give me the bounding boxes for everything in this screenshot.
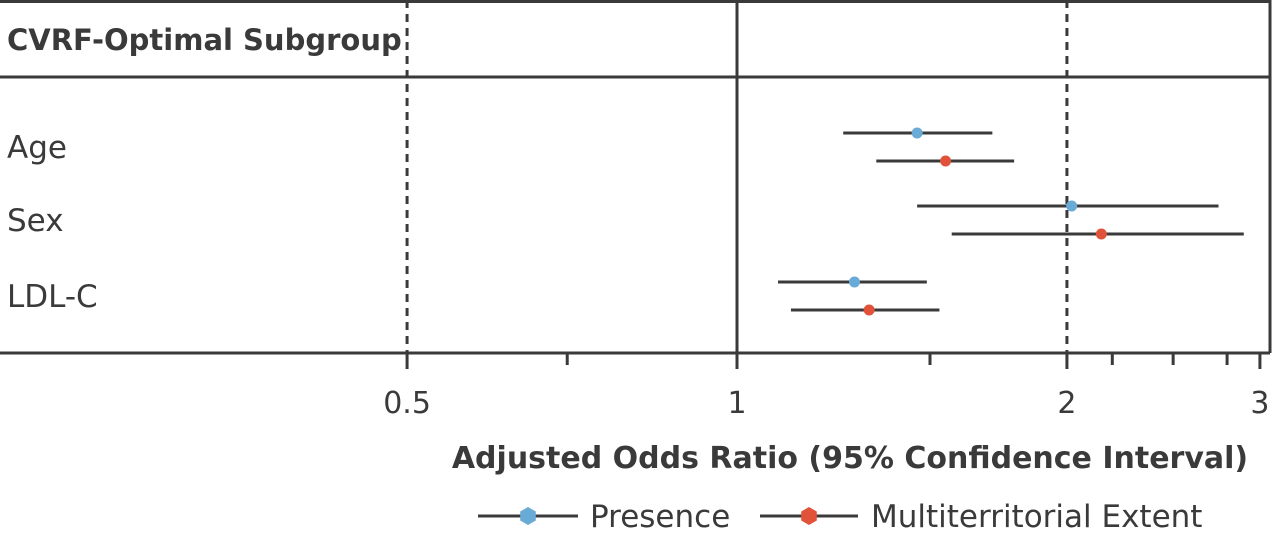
estimate-point-presence-sex bbox=[1066, 200, 1078, 212]
legend-marker-presence bbox=[520, 507, 536, 525]
legend-marker-multiterritorial-extent bbox=[801, 507, 817, 525]
tick-label-0-5: 0.5 bbox=[383, 386, 431, 421]
estimate-point-multiterritorial-extent-ldl-c bbox=[863, 304, 875, 316]
estimate-point-multiterritorial-extent-age bbox=[940, 155, 952, 167]
legend: Presence Multiterritorial Extent bbox=[478, 499, 1202, 535]
tick-label-2: 2 bbox=[1057, 386, 1076, 421]
subgroup-title: CVRF-Optimal Subgroup bbox=[7, 23, 402, 57]
legend-label-multiterritorial-extent: Multiterritorial Extent bbox=[871, 499, 1202, 535]
tick-label-3: 3 bbox=[1250, 386, 1269, 421]
reference-lines bbox=[405, 0, 1069, 353]
tick-label-1: 1 bbox=[727, 386, 746, 421]
chart-marks bbox=[778, 127, 1244, 316]
row-labels: Age Sex LDL-C bbox=[7, 130, 98, 315]
row-label-sex: Sex bbox=[7, 203, 64, 239]
x-axis-label: Adjusted Odds Ratio (95% Confidence Inte… bbox=[452, 441, 1248, 476]
row-label-age: Age bbox=[7, 130, 67, 166]
plot-frame bbox=[0, 0, 1272, 355]
estimate-point-presence-age bbox=[911, 127, 923, 139]
row-label-ldl-c: LDL-C bbox=[7, 279, 98, 315]
x-axis-ticks: 0.5 1 2 3 bbox=[383, 353, 1269, 421]
estimate-point-multiterritorial-extent-sex bbox=[1095, 228, 1107, 240]
legend-label-presence: Presence bbox=[590, 499, 730, 535]
estimate-point-presence-ldl-c bbox=[849, 276, 861, 288]
